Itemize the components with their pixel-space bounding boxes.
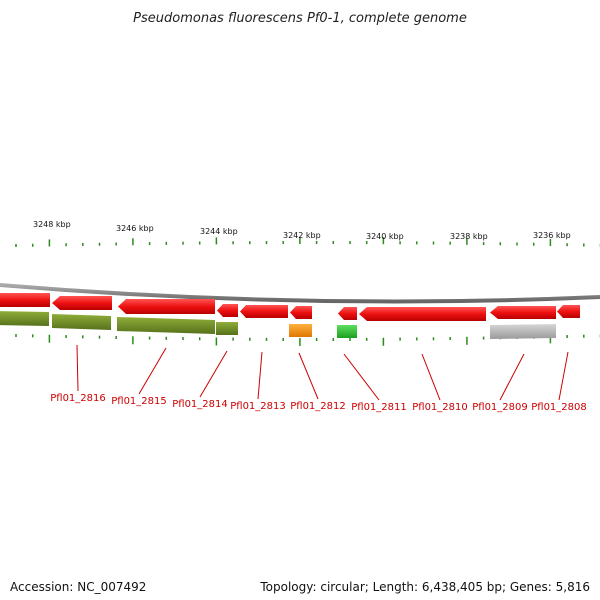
gene-arrow [338,307,357,320]
tick-label: 3246 kbp [116,224,154,233]
gene-arrow [240,305,288,318]
tick-labels: 3248 kbp 3246 kbp 3244 kbp 3242 kbp 3240 kbp… [33,220,571,241]
gene-features [0,293,580,339]
gene-label: Pfl01_2814 [172,399,228,410]
gene-leader-line [298,352,319,400]
gene-block [490,324,556,339]
upper-tick-marks [15,237,600,247]
gene-label: Pfl01_2812 [290,401,346,412]
tick-label: 3240 kbp [366,232,404,241]
gene-leader-line [421,353,441,401]
gene-block [289,324,312,337]
gene-block [337,325,357,338]
gene-arrow [557,305,580,318]
gene-leader-line [343,353,380,401]
gene-arrow [52,296,112,310]
tick-label: 3244 kbp [200,227,238,236]
tick-label: 3236 kbp [533,231,571,240]
gene-label: Pfl01_2813 [230,401,286,412]
gene-arrow [0,293,50,307]
gene-leader-line [257,351,263,400]
gene-block [0,311,49,326]
genome-backbone [0,283,600,304]
gene-label: Pfl01_2816 [50,393,106,404]
accession-label: Accession: NC_007492 [10,580,147,594]
gene-leader-line [138,347,167,395]
gene-block [117,317,215,334]
gene-label: Pfl01_2809 [472,402,528,413]
gene-block [52,314,111,330]
gene-label: Pfl01_2815 [111,396,167,407]
map-title: Pseudomonas fluorescens Pf0-1, complete … [133,11,467,26]
tick-label: 3242 kbp [283,231,321,240]
gene-block [216,322,238,335]
gene-leader-line [76,344,79,392]
tick-label: 3248 kbp [33,220,71,229]
gene-arrow [118,299,215,314]
gene-label: Pfl01_2810 [412,402,468,413]
gene-leader-line [558,351,569,401]
gene-labels: Pfl01_2816 Pfl01_2815 Pfl01_2814 Pfl01_2813… [50,344,587,413]
gene-leader-line [499,353,525,401]
gene-label: Pfl01_2811 [351,402,407,413]
tick-label: 3238 kbp [450,232,488,241]
gene-arrow [359,307,486,321]
gene-arrow [290,306,312,319]
gene-label: Pfl01_2808 [531,402,587,413]
gene-leader-line [199,350,228,398]
gene-arrow [217,304,238,317]
genome-summary: Topology: circular; Length: 6,438,405 bp… [260,580,590,594]
gene-arrow [490,306,556,319]
